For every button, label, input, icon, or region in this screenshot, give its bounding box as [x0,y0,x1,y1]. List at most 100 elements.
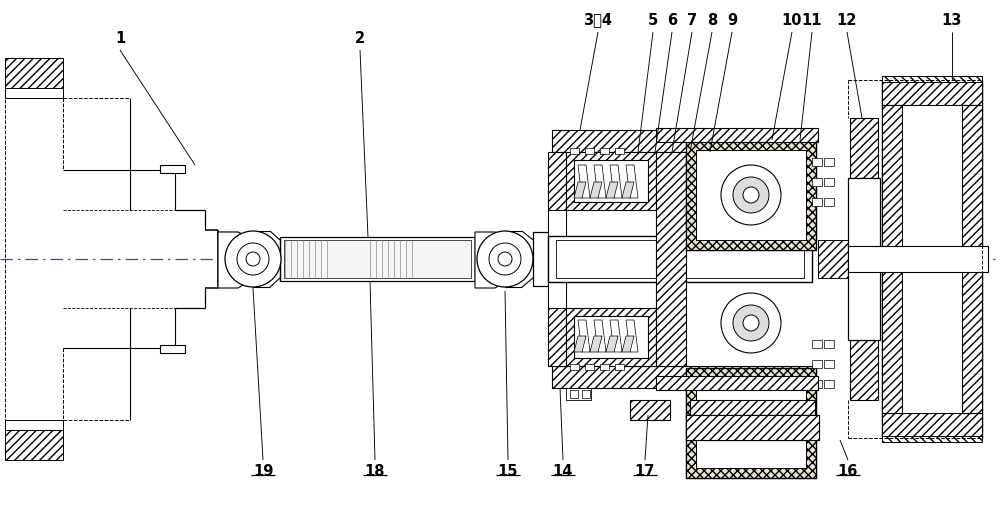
Text: 6: 6 [667,12,677,27]
Text: 14: 14 [553,465,573,480]
Bar [686,415,819,440]
Bar [566,152,656,210]
Text: 10: 10 [782,12,802,27]
Circle shape [733,177,769,213]
Polygon shape [590,182,602,198]
Polygon shape [626,320,638,352]
Bar [812,178,822,186]
Bar [548,258,566,308]
Polygon shape [622,182,634,198]
Text: 8: 8 [707,12,717,27]
Bar [556,240,804,278]
Bar [962,105,982,413]
Bar [548,210,566,260]
Circle shape [477,231,533,287]
Bar [552,366,812,388]
Polygon shape [610,165,622,198]
Text: 18: 18 [365,465,385,480]
Polygon shape [606,336,618,352]
Bar [570,390,578,398]
Bar [824,380,834,388]
Bar [686,140,816,250]
Bar [824,360,834,368]
Bar [574,160,648,202]
Text: 9: 9 [727,12,737,27]
Bar [548,236,812,282]
Bar [824,158,834,166]
Text: 2: 2 [355,31,365,46]
Text: 16: 16 [838,465,858,480]
Circle shape [489,243,521,275]
Polygon shape [578,320,590,352]
Polygon shape [578,165,590,198]
Bar [882,80,982,105]
Bar [902,105,962,413]
Text: 7: 7 [687,12,697,27]
Bar [812,158,822,166]
Polygon shape [626,165,638,198]
Bar [570,364,579,370]
Bar [824,178,834,186]
Bar [566,308,656,366]
Circle shape [225,231,281,287]
Bar [574,316,648,358]
Bar [585,364,594,370]
Text: 15: 15 [498,465,518,480]
Bar [533,232,549,286]
Circle shape [498,252,512,266]
Polygon shape [218,232,255,288]
Polygon shape [574,182,586,198]
Bar [5,430,63,460]
Bar [284,240,471,278]
Bar [582,390,590,398]
Bar [600,148,609,154]
Bar [882,413,982,438]
Bar [656,376,818,390]
Bar [850,118,878,178]
Text: 1: 1 [115,31,125,46]
Text: 19: 19 [253,465,273,480]
Bar [686,368,816,478]
Bar [615,148,624,154]
Text: 11: 11 [802,12,822,27]
Polygon shape [594,320,606,352]
Bar [548,152,566,366]
Bar [686,368,816,478]
Bar [696,150,806,240]
Bar [696,378,806,468]
Bar [280,237,475,281]
Bar [882,80,982,438]
Bar [824,198,834,206]
Bar [656,128,818,142]
Bar [218,232,238,286]
Bar [824,340,834,348]
Bar [5,420,63,430]
Circle shape [246,252,260,266]
Text: 13: 13 [942,12,962,27]
Bar [690,400,815,415]
Circle shape [721,165,781,225]
Polygon shape [475,232,512,288]
Polygon shape [574,336,586,352]
Polygon shape [606,182,618,198]
Bar [812,340,822,348]
Bar [5,88,63,98]
Bar [160,345,185,353]
Polygon shape [610,320,622,352]
Bar [615,364,624,370]
Polygon shape [594,165,606,198]
Bar [630,400,670,420]
Bar [585,148,594,154]
Bar [160,165,185,173]
Polygon shape [622,336,634,352]
Bar [570,148,579,154]
Bar [848,178,880,340]
Circle shape [743,187,759,203]
Bar [850,340,878,400]
Bar [882,105,902,413]
Bar [686,140,816,250]
Text: 12: 12 [837,12,857,27]
Bar [812,380,822,388]
Circle shape [721,293,781,353]
Bar [882,76,982,82]
